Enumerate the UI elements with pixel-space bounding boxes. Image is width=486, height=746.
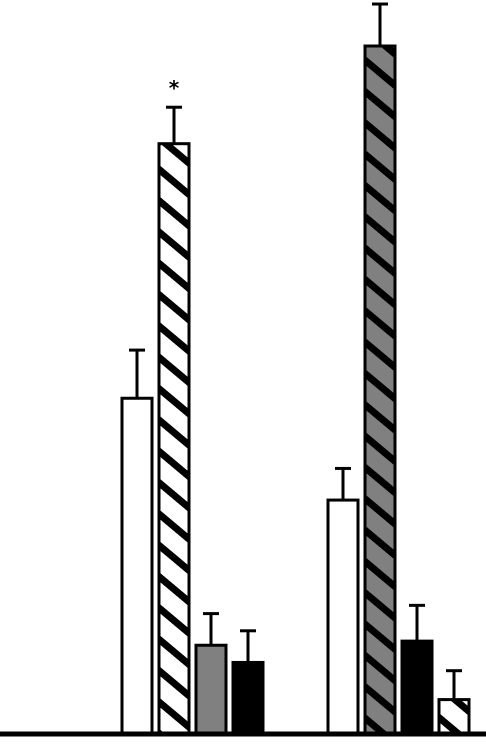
bar-g1-b4 bbox=[231, 660, 265, 736]
bar-g1-b2 bbox=[157, 142, 191, 736]
bar-g1-b1 bbox=[120, 396, 154, 736]
bar-g2-b4 bbox=[437, 698, 471, 736]
bar-g2-b2 bbox=[363, 44, 397, 736]
bar-g2-b3 bbox=[400, 639, 434, 736]
significance-marker: * bbox=[169, 76, 180, 100]
bar-g2-b1 bbox=[326, 498, 360, 736]
bar-g1-b3 bbox=[194, 643, 228, 736]
bars-layer: * bbox=[120, 2, 471, 736]
